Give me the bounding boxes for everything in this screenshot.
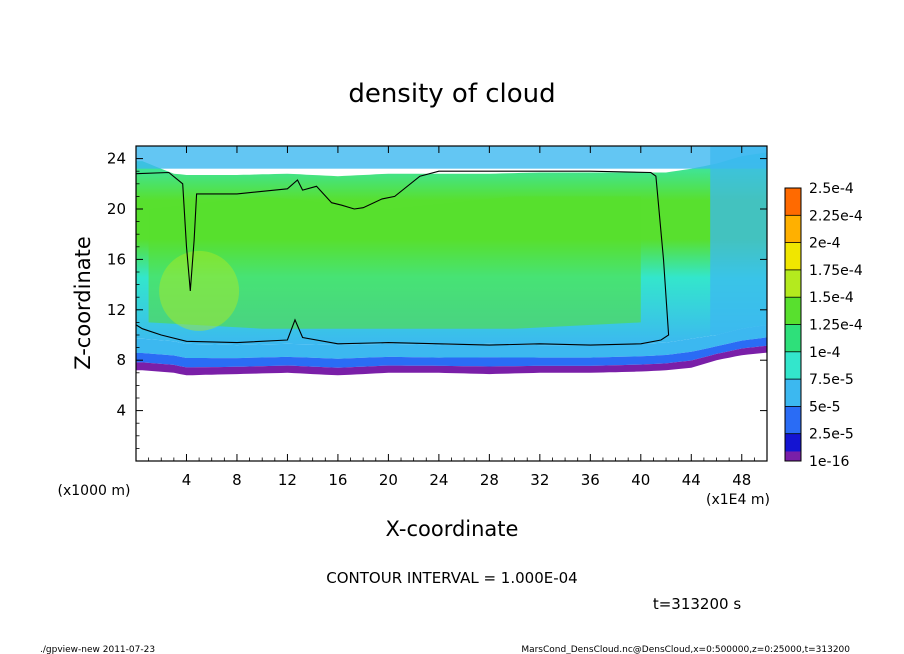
x-tick-label: 44: [682, 471, 701, 489]
x-tick-label: 36: [581, 471, 600, 489]
density-field: [136, 146, 767, 376]
chart-title: density of cloud: [348, 79, 555, 109]
y-tick-label: 4: [116, 402, 126, 420]
cloud-inner-region: [148, 196, 641, 329]
colorbar-label: 2.5e-5: [809, 427, 854, 443]
colorbar-swatch: [785, 324, 801, 352]
x-tick-label: 28: [480, 471, 499, 489]
cloud-right-fringe: [710, 146, 767, 335]
colorbar-label: 5e-5: [809, 399, 840, 415]
x-tick-label: 12: [278, 471, 297, 489]
y-axis-label: Z-coordinate: [71, 236, 95, 370]
colorbar-swatch: [785, 215, 801, 243]
colorbar-swatch: [785, 406, 801, 434]
colorbar: 1e-16 2.5e-5 5e-5 7.5e-5 1e-4 1.25e-4 1.5e-4 1.…: [784, 181, 863, 470]
y-tick-label: 8: [116, 351, 126, 369]
contour-interval-label: CONTOUR INTERVAL = 1.000E-04: [326, 569, 577, 587]
y-tick-label: 20: [107, 200, 126, 218]
x-axis-ticks: 4 8 12 16 20 24 28 32 36 40 44 48: [148, 146, 755, 489]
colorbar-label: 2.5e-4: [809, 181, 854, 197]
colorbar-swatch: [785, 351, 801, 380]
colorbar-swatch-min: [785, 451, 801, 461]
colorbar-swatch: [785, 297, 801, 325]
colorbar-swatch: [785, 269, 801, 298]
x-tick-label: 40: [631, 471, 650, 489]
x-tick-label: 16: [328, 471, 347, 489]
y-axis-ticks: 4 8 12 16 20 24: [107, 150, 767, 449]
y-tick-label: 24: [107, 150, 126, 168]
y-tick-label: 12: [107, 301, 126, 319]
x-tick-label: 48: [732, 471, 751, 489]
colorbar-label: 2.25e-4: [809, 208, 863, 224]
cloud-edge-blue: [136, 337, 767, 368]
x-tick-label: 32: [530, 471, 549, 489]
colorbar-label: 1.5e-4: [809, 290, 854, 306]
time-label: t=313200 s: [653, 595, 741, 613]
contour-1e-4: [136, 170, 670, 346]
contour-lines: [136, 170, 670, 346]
plot-area: [135, 145, 768, 462]
x-tick-label: 8: [232, 471, 242, 489]
colorbar-label: 1.25e-4: [809, 318, 863, 334]
cloud-edge-cyan: [136, 324, 767, 359]
colorbar-label: 1.75e-4: [809, 263, 863, 279]
x-axis-unit: (x1E4 m): [706, 492, 770, 508]
colorbar-label: 7.5e-5: [809, 372, 854, 388]
cloud-max-region: [159, 250, 240, 331]
x-tick-label: 20: [379, 471, 398, 489]
footer-right: MarsCond_DensCloud.nc@DensCloud,x=0:5000…: [521, 645, 850, 654]
cloud-edge-purple: [136, 345, 767, 376]
colorbar-swatch: [785, 242, 801, 270]
colorbar-swatch: [785, 379, 801, 407]
colorbar-label: 2e-4: [809, 236, 841, 252]
cloud-top-fringe: [136, 146, 767, 169]
footer-left: ./gpview-new 2011-07-23: [40, 645, 155, 654]
x-tick-label: 24: [429, 471, 448, 489]
y-tick-label: 16: [107, 250, 126, 268]
colorbar-swatch: [785, 188, 801, 216]
colorbar-label: 1e-16: [809, 454, 849, 470]
y-axis-unit: (x1000 m): [58, 483, 131, 499]
x-axis-label: X-coordinate: [386, 517, 519, 541]
colorbar-label: 1e-4: [809, 345, 841, 361]
x-tick-label: 4: [182, 471, 192, 489]
